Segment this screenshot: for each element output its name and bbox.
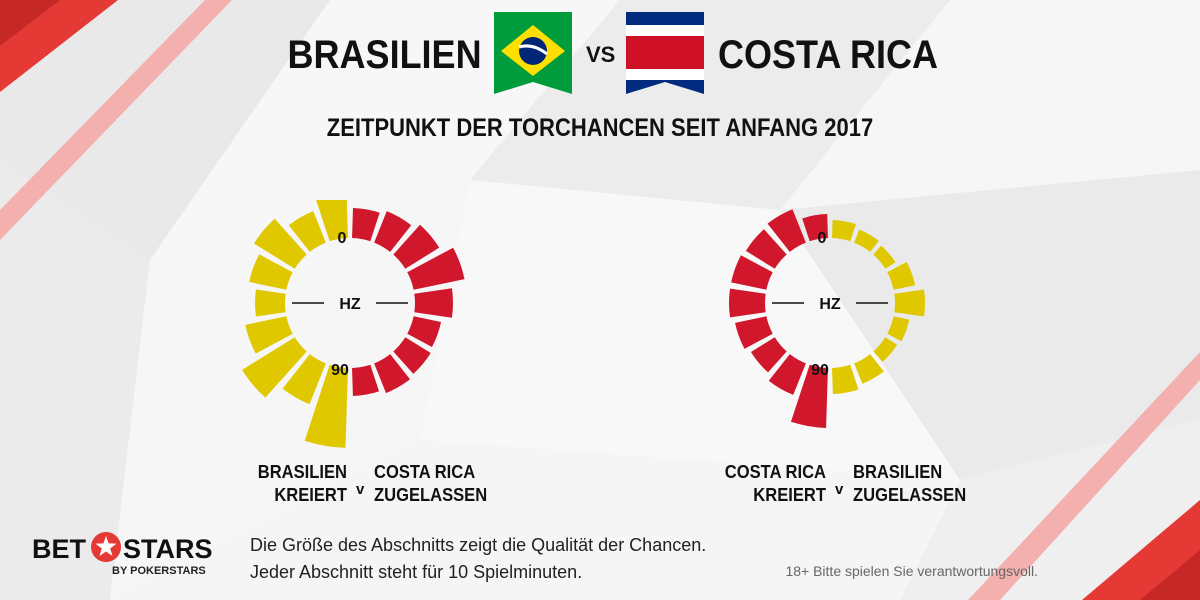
chart2-caption-right: BRASILIEN ZUGELASSEN bbox=[853, 461, 966, 507]
chart2-caption-left-line1: COSTA RICA bbox=[724, 462, 826, 482]
radial-chart-costa-rica-attack: HZ 0 90 bbox=[729, 209, 925, 428]
chart2-right-segment-80-90 bbox=[832, 364, 859, 394]
chart2-right-segment-70-80 bbox=[854, 354, 884, 384]
chart1-right-segment-20-30 bbox=[393, 224, 440, 269]
chart2-left-segment-50-60 bbox=[735, 316, 773, 349]
responsible-gaming-note: 18+ Bitte spielen Sie verantwortungsvoll… bbox=[785, 563, 1038, 579]
logo-star-icon bbox=[95, 536, 117, 556]
chart2-left-segment-20-30 bbox=[745, 229, 787, 269]
versus-label: VS bbox=[586, 42, 616, 67]
team-left-name: BRASILIEN bbox=[287, 33, 482, 77]
chart2-right-segment-60-70 bbox=[873, 337, 898, 362]
chart1-label-start: 0 bbox=[338, 230, 347, 247]
chart2-caption-right-line2: ZUGELASSEN bbox=[853, 485, 967, 505]
costa-rica-flag-icon bbox=[626, 12, 704, 94]
chart2-left-segment-40-50 bbox=[729, 288, 766, 318]
chart2-left-segment-70-80 bbox=[768, 354, 806, 395]
chart1-right-segment-50-60 bbox=[407, 316, 442, 347]
chart1-right-segment-40-50 bbox=[414, 288, 453, 318]
chart2-left-segment-80-90 bbox=[790, 364, 828, 428]
chart2-label-halftime: HZ bbox=[819, 296, 841, 313]
chart2-left-segment-30-40 bbox=[731, 255, 773, 290]
chart1-caption-right: COSTA RICA ZUGELASSEN bbox=[374, 461, 487, 507]
chart1-left-segment-50-60 bbox=[245, 316, 293, 354]
chart1-right-segment-30-40 bbox=[407, 247, 465, 290]
chart1-left-segment-40-50 bbox=[255, 289, 286, 317]
chart1-caption-left-line1: BRASILIEN bbox=[257, 462, 347, 482]
chart1-caption-right-line2: ZUGELASSEN bbox=[374, 485, 488, 505]
chart2-left-segment-10-20 bbox=[767, 209, 806, 252]
team-right-name: COSTA RICA bbox=[718, 33, 938, 77]
chart2-right-segment-10-20 bbox=[854, 229, 879, 252]
chart1-right-segment-10-20 bbox=[374, 211, 412, 252]
chart1-separator: v bbox=[356, 481, 365, 498]
chart2-label-start: 0 bbox=[818, 230, 827, 247]
chart2-caption-right-line1: BRASILIEN bbox=[853, 462, 943, 482]
chart1-label-end: 90 bbox=[331, 362, 349, 379]
chart2-right-segment-50-60 bbox=[887, 316, 910, 342]
logo-text-left: BET bbox=[32, 534, 87, 564]
chart1-caption-right-line1: COSTA RICA bbox=[374, 462, 476, 482]
chart2-left-segment-0-10 bbox=[802, 214, 828, 242]
chart1-left-segment-0-10 bbox=[316, 200, 348, 242]
chart1-right-segment-60-70 bbox=[393, 337, 431, 374]
logo-subtext: BY POKERSTARS bbox=[112, 565, 206, 577]
chart1-caption-left-line2: KREIERT bbox=[274, 485, 347, 505]
chart-subtitle: ZEITPUNKT DER TORCHANCEN SEIT ANFANG 201… bbox=[326, 114, 874, 142]
chart1-right-segment-70-80 bbox=[374, 354, 410, 394]
footnote-segment: Jeder Abschnitt steht für 10 Spielminute… bbox=[250, 562, 583, 582]
chart1-right-segment-0-10 bbox=[352, 208, 380, 242]
chart1-left-segment-80-90 bbox=[304, 364, 348, 448]
chart2-right-segment-40-50 bbox=[894, 289, 925, 317]
footnote-size: Die Größe des Abschnitts zeigt die Quali… bbox=[250, 535, 707, 555]
chart1-left-segment-60-70 bbox=[242, 337, 307, 398]
chart2-separator: v bbox=[835, 481, 844, 498]
logo-text-right: STARS bbox=[123, 534, 213, 564]
chart1-right-segment-80-90 bbox=[352, 364, 380, 396]
chart1-left-segment-70-80 bbox=[282, 354, 326, 405]
chart2-right-segment-30-40 bbox=[887, 261, 916, 290]
chart1-caption-left: BRASILIEN KREIERT bbox=[258, 461, 347, 507]
chart2-caption-left: COSTA RICA KREIERT bbox=[725, 461, 826, 507]
chart1-left-segment-10-20 bbox=[288, 211, 326, 252]
chart2-caption-left-line2: KREIERT bbox=[753, 485, 826, 505]
chart1-left-segment-30-40 bbox=[249, 254, 293, 290]
brazil-flag-icon bbox=[494, 12, 572, 94]
chart2-label-end: 90 bbox=[811, 362, 829, 379]
chart2-right-segment-20-30 bbox=[873, 245, 896, 269]
chart2-right-segment-0-10 bbox=[832, 220, 856, 242]
betstars-logo: BET STARS BY POKERSTARS bbox=[32, 532, 213, 577]
chart1-label-halftime: HZ bbox=[339, 296, 361, 313]
chart1-left-segment-20-30 bbox=[253, 218, 307, 269]
chart2-left-segment-60-70 bbox=[750, 337, 787, 373]
radial-chart-brazil-attack: HZ 0 90 bbox=[242, 200, 465, 448]
